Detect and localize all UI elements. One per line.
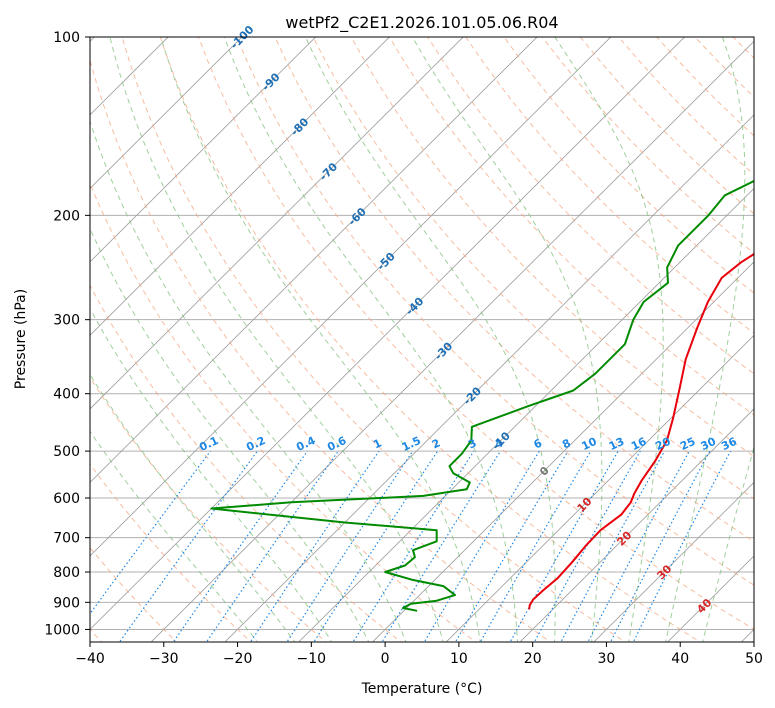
- chart-title: wetPf2_C2E1.2026.101.05.06.R04: [285, 13, 558, 33]
- isotherm-line: [593, 481, 754, 642]
- dry-adiabat-line: [90, 58, 552, 642]
- mixing-ratio-label: 20: [653, 435, 673, 453]
- mixing-ratio-line: [205, 450, 339, 642]
- y-tick-label: 500: [53, 444, 80, 460]
- mixing-ratio-line: [172, 450, 308, 642]
- mixing-ratio-line: [286, 450, 414, 642]
- mixing-ratio-line: [313, 450, 439, 642]
- mixing-ratio-layer: [90, 450, 732, 642]
- y-tick-label: 900: [53, 595, 80, 611]
- y-tick-label: 300: [53, 313, 80, 329]
- x-tick-label: 20: [524, 651, 542, 667]
- isotherm-label-group: 30: [654, 562, 674, 582]
- dry-adiabat-line: [90, 546, 178, 642]
- dry-adiabat-line: [465, 37, 754, 334]
- series-layer: [210, 179, 754, 612]
- isotherm-line: [224, 114, 754, 642]
- dry-adiabat-line: [159, 37, 702, 642]
- mixing-ratio-line: [632, 450, 732, 642]
- isotherm-label-group: 0: [537, 464, 552, 479]
- x-axis-label: Temperature (°C): [361, 681, 483, 697]
- isotherm-line: [90, 37, 391, 336]
- isotherm-line: [371, 261, 754, 642]
- mixing-ratio-line: [560, 450, 666, 642]
- moist-adiabat-line: [411, 37, 603, 642]
- x-tick-label: −10: [297, 651, 327, 667]
- moist-adiabat-layer: [90, 37, 754, 642]
- mixing-ratio-line: [454, 450, 569, 642]
- mixing-ratio-label: 16: [629, 435, 649, 453]
- dry-adiabat-line: [427, 37, 754, 375]
- x-tick-label: 50: [745, 651, 763, 667]
- dry-adiabat-line: [350, 37, 754, 458]
- mixing-ratio-line: [479, 450, 592, 642]
- isotherm-label-group: 20: [614, 528, 634, 548]
- mixing-ratio-line: [381, 450, 502, 642]
- x-tick-label: 40: [671, 651, 689, 667]
- isotherm-line: [90, 37, 464, 410]
- mixing-ratio-label: 30: [699, 435, 719, 453]
- mixing-ratio-line: [609, 450, 711, 642]
- tick-layer: −40 −30 −20 −10 0 10 20 30 40 5010020030040050060…: [44, 30, 763, 667]
- isotherm-line: [298, 187, 754, 642]
- moist-adiabat-line: [554, 37, 664, 642]
- isotherm-label-group: 40: [694, 596, 714, 616]
- mixing-ratio-label: 36: [719, 435, 739, 453]
- dry-adiabat-line: [121, 37, 627, 642]
- y-tick-label: 800: [53, 565, 80, 581]
- isotherm-line: [90, 37, 538, 483]
- moist-adiabat-line: [90, 307, 333, 642]
- isotherm-line: [90, 37, 243, 189]
- x-tick-label: −20: [223, 651, 253, 667]
- isotherm-line: [445, 334, 754, 642]
- x-tick-label: 30: [597, 651, 615, 667]
- mixing-ratio-line: [352, 450, 475, 642]
- mixing-ratio-label: 10: [580, 435, 600, 453]
- dry-adiabat-line: [90, 284, 402, 642]
- moist-adiabat-line: [160, 37, 481, 642]
- y-tick-label: 1000: [44, 622, 80, 638]
- mixing-ratio-label: 13: [607, 435, 626, 453]
- moist-adiabat-line: [90, 119, 407, 642]
- x-tick-label: 0: [381, 651, 390, 667]
- plot-frame: [89, 36, 755, 643]
- y-tick-label: 400: [53, 387, 80, 403]
- dewpoint-profile: [210, 179, 754, 612]
- isotherm-layer: [90, 37, 754, 642]
- mixing-ratio-line: [249, 450, 380, 642]
- x-tick-label: −30: [149, 651, 179, 667]
- mixing-ratio-line: [587, 450, 690, 642]
- isotherm-line: [519, 408, 754, 642]
- mixing-ratio-line: [118, 450, 258, 642]
- isotherm-line: [90, 37, 612, 557]
- x-tick-label: −40: [75, 651, 105, 667]
- dry-adiabat-line: [312, 37, 754, 500]
- isotherm-line: [90, 37, 317, 263]
- y-tick-label: 100: [53, 30, 80, 46]
- x-tick-label: 10: [450, 651, 468, 667]
- isotherm-label-group: 10: [575, 495, 595, 515]
- isotherm-line: [90, 37, 686, 631]
- y-tick-label: 200: [53, 208, 80, 224]
- moist-adiabat-line: [90, 430, 259, 642]
- mixing-ratio-label: 25: [678, 435, 697, 453]
- isotherm-line: [150, 40, 754, 642]
- moist-adiabat-line: [109, 37, 444, 642]
- y-tick-label: 700: [53, 531, 80, 547]
- dry-adiabat-line: [90, 182, 477, 642]
- moist-adiabat-line: [90, 227, 370, 642]
- moist-adiabat-line: [305, 37, 556, 642]
- y-axis-label: Pressure (hPa): [13, 289, 29, 389]
- temperature-profile: [528, 252, 754, 610]
- moist-adiabat-line: [90, 373, 296, 642]
- y-tick-label: 600: [53, 491, 80, 507]
